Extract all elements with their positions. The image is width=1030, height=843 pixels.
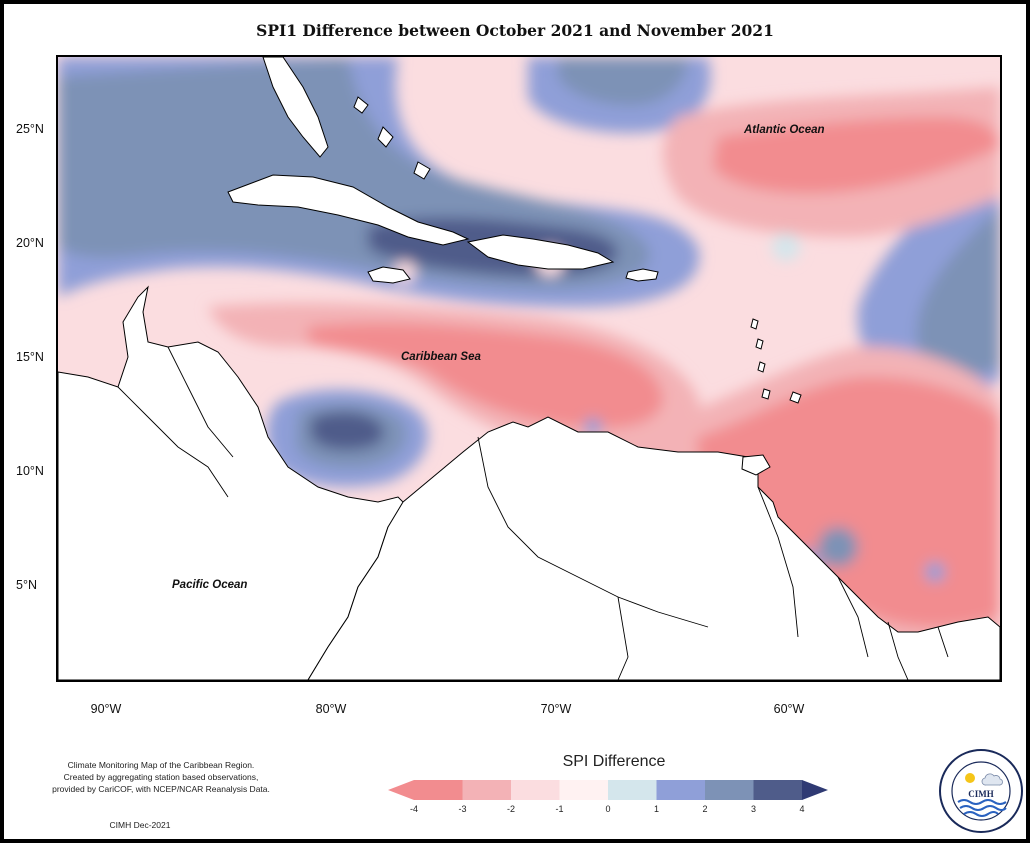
lat-label-5n: 5°N (16, 578, 37, 592)
lon-label-60w: 60°W (773, 702, 805, 716)
logo-text: CIMH (968, 789, 994, 799)
credits-line-2: Created by aggregating station based obs… (63, 772, 259, 782)
lat-label-20n: 20°N (16, 236, 44, 250)
legend-color-swatch (705, 780, 754, 800)
atlantic-ocean-label: Atlantic Ocean (744, 124, 825, 136)
legend-color-swatch (511, 780, 560, 800)
lon-label-70w: 70°W (540, 702, 572, 716)
legend-tick-label: -2 (506, 804, 515, 814)
legend-tick-label: -4 (409, 804, 418, 814)
legend-tick-label: 1 (653, 804, 659, 814)
legend-colorbar (388, 780, 828, 800)
wave-icon (963, 811, 999, 817)
cimh-logo: CIMH (939, 749, 1023, 833)
lat-label-10n: 10°N (16, 464, 44, 478)
legend-color-swatch (656, 780, 706, 800)
credits-line-1: Climate Monitoring Map of the Caribbean … (67, 760, 255, 770)
spi-difference-field (58, 57, 1000, 680)
map-area (56, 55, 1002, 682)
legend-tick-label: 4 (799, 804, 805, 814)
lat-label-15n: 15°N (16, 350, 44, 364)
legend-color-swatch (559, 780, 609, 800)
legend-tick-label: -3 (458, 804, 467, 814)
legend-color-swatch (462, 780, 512, 800)
legend-color-swatch (753, 780, 803, 800)
cloud-icon (981, 773, 1003, 786)
credits-date: CIMH Dec-2021 (109, 820, 171, 830)
legend-color-swatch (414, 780, 463, 800)
legend-tick-label: -1 (555, 804, 564, 814)
credits-text: Climate Monitoring Map of the Caribbean … (30, 759, 292, 795)
caribbean-sea-label: Caribbean Sea (401, 351, 481, 363)
legend-tick-label: 3 (750, 804, 756, 814)
lat-label-25n: 25°N (16, 122, 44, 136)
pacific-ocean-label: Pacific Ocean (172, 579, 248, 591)
legend-color-swatch (608, 780, 657, 800)
lon-label-80w: 80°W (315, 702, 347, 716)
credits-line-3: provided by CariCOF, with NCEP/NCAR Rean… (52, 784, 270, 794)
legend-title: SPI Difference (562, 753, 666, 770)
wave-icon (957, 799, 1007, 805)
wave-icon (959, 805, 1007, 811)
legend-tick-label: 0 (605, 804, 611, 814)
lon-label-90w: 90°W (90, 702, 122, 716)
legend-low-arrow (388, 780, 414, 800)
sun-icon (965, 773, 975, 783)
map-title: SPI1 Difference between October 2021 and… (256, 21, 774, 40)
legend-high-arrow (802, 780, 828, 800)
legend-tick-label: 2 (702, 804, 708, 814)
